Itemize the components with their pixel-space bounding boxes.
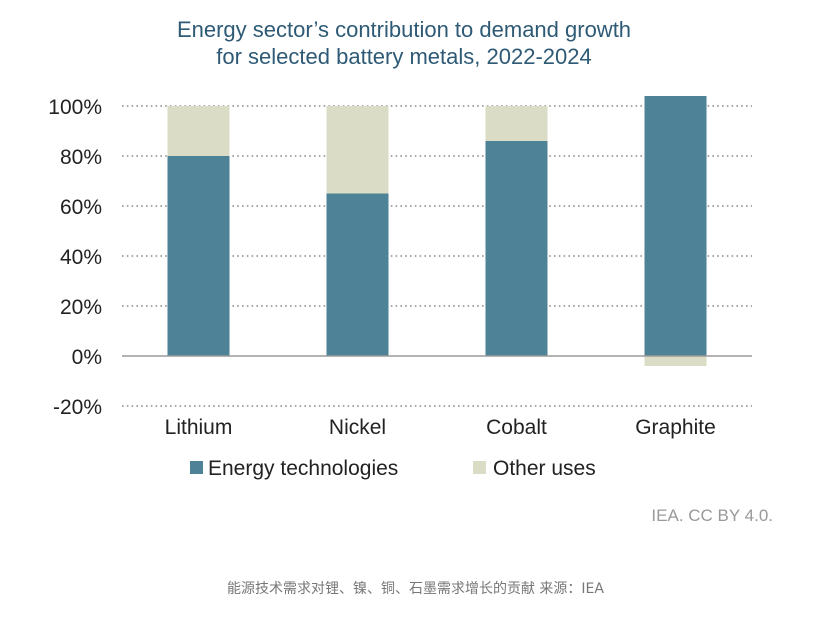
bar-graphite-energy-technologies: [644, 96, 707, 356]
bar-graphite-other-uses: [644, 356, 707, 366]
bar-nickel-energy-technologies: [326, 193, 389, 356]
y-tick-label: 0%: [72, 346, 102, 369]
x-category-label: Lithium: [165, 416, 233, 439]
x-category-label: Nickel: [329, 416, 386, 439]
bar-nickel-other-uses: [326, 106, 389, 194]
x-category-label: Cobalt: [486, 416, 547, 439]
x-category-label: Graphite: [635, 416, 716, 439]
chart-title-line-1: Energy sector’s contribution to demand g…: [177, 17, 631, 42]
labels: 100% 80% 60% 40% 20% 0% -20% Lithium Nickel Cobal…: [48, 96, 715, 439]
legend-swatch-energy-technologies: [190, 461, 203, 474]
bar-lithium-energy-technologies: [167, 156, 230, 356]
bar-cobalt-other-uses: [485, 106, 548, 141]
bar-lithium-other-uses: [167, 106, 230, 156]
bar-cobalt-energy-technologies: [485, 141, 548, 356]
y-tick-label: -20%: [53, 396, 102, 419]
bars: [167, 96, 707, 366]
legend-swatch-other-uses: [473, 461, 486, 474]
y-tick-label: 20%: [60, 296, 102, 319]
chart-title-line-2: for selected battery metals, 2022-2024: [216, 44, 591, 69]
y-tick-label: 60%: [60, 196, 102, 219]
source-note: IEA. CC BY 4.0.: [651, 506, 773, 525]
legend-label: Other uses: [493, 457, 596, 480]
legend-label: Energy technologies: [208, 457, 398, 480]
image-caption: 能源技术需求对锂、镍、铜、石墨需求增长的贡献 来源：IEA: [226, 581, 604, 597]
legend: Energy technologies Other uses: [190, 457, 596, 480]
chart-svg: Energy sector’s contribution to demand g…: [48, 17, 773, 525]
y-tick-label: 100%: [48, 96, 102, 119]
y-tick-label: 80%: [60, 146, 102, 169]
y-tick-label: 40%: [60, 246, 102, 269]
